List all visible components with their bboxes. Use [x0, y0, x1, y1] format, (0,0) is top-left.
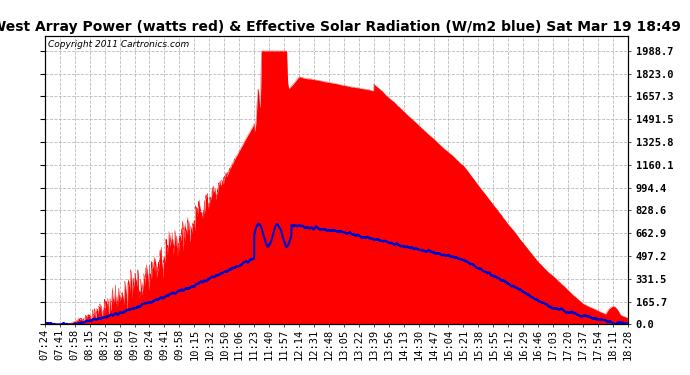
Title: West Array Power (watts red) & Effective Solar Radiation (W/m2 blue) Sat Mar 19 : West Array Power (watts red) & Effective…: [0, 21, 681, 34]
Text: Copyright 2011 Cartronics.com: Copyright 2011 Cartronics.com: [48, 40, 189, 49]
